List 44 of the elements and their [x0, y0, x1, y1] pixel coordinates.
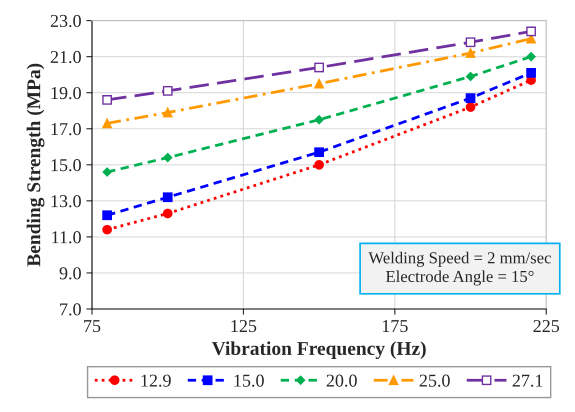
point	[102, 210, 112, 220]
point	[466, 72, 476, 82]
point	[526, 68, 536, 78]
point	[526, 26, 536, 36]
point	[162, 208, 173, 218]
point	[163, 152, 172, 162]
point	[314, 62, 324, 72]
y-tick-label: 19.0	[52, 86, 81, 100]
point	[314, 78, 324, 89]
point	[466, 93, 476, 103]
y-tick-label: 23.0	[50, 14, 81, 28]
point	[102, 95, 112, 105]
x-tick-label: 225	[534, 320, 560, 332]
legend-label: 15.0	[234, 374, 264, 387]
y-tick-label: 11.0	[52, 231, 81, 244]
point	[466, 48, 476, 58]
legend-label: 20.0	[326, 374, 357, 387]
point	[102, 118, 112, 128]
x-tick-label: 75	[84, 320, 100, 332]
legend-label: 12.9	[142, 374, 171, 387]
point	[162, 192, 173, 202]
x-tick-label: 175	[382, 320, 408, 332]
legend-label: 25.0	[420, 374, 450, 387]
annotation: Welding Speed = 2 mm/sec Electrode Angle = 15°	[368, 252, 551, 286]
point	[314, 115, 324, 124]
point	[466, 37, 476, 48]
y-tick-label: 15.0	[52, 159, 81, 172]
point	[314, 147, 324, 158]
point	[162, 86, 173, 96]
y-tick-label: 13.0	[52, 195, 81, 208]
point	[102, 167, 112, 177]
legend-label: 27.1	[512, 374, 542, 387]
point	[102, 224, 112, 235]
y-tick-label: 21.0	[50, 50, 81, 64]
y-tick-label: 7.0	[60, 303, 81, 316]
y-axis-title: Bending Strength (MPa)	[26, 64, 44, 266]
point	[314, 160, 324, 170]
point	[162, 108, 173, 118]
point	[526, 52, 536, 62]
y-tick-label: 9.0	[60, 267, 81, 280]
x-axis-title: Vibration Frequency (Hz)	[212, 341, 426, 360]
point	[466, 102, 476, 112]
y-tick-label: 17.0	[52, 123, 81, 136]
x-tick-label: 125	[231, 320, 256, 332]
